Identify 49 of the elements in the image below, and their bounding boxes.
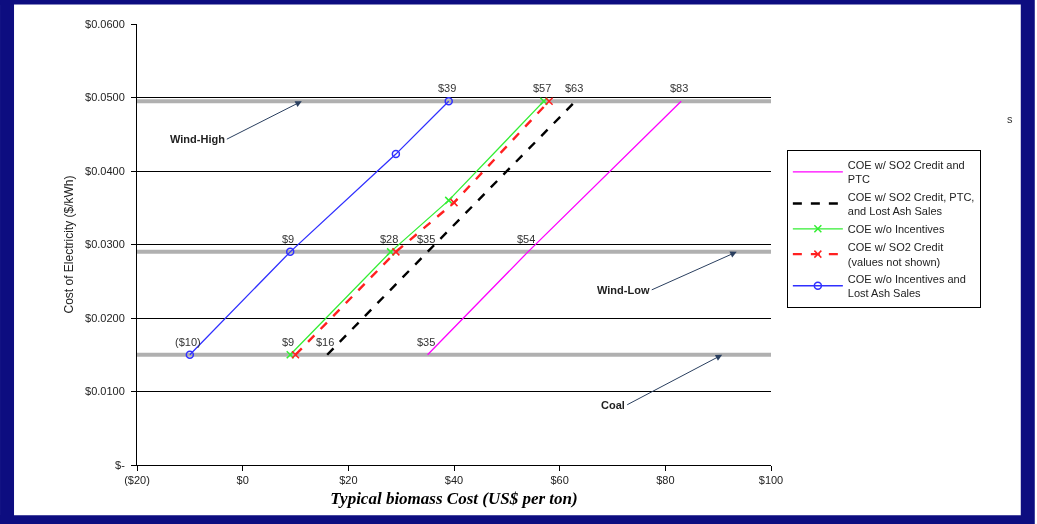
legend-label: COE w/o Incentives and Lost Ash Sales [847,272,966,300]
legend-label: COE w/ SO2 Credit, PTC, and Lost Ash Sales [847,190,975,217]
annotation: $16 [316,336,335,348]
annotation: $35 [417,336,436,348]
point [444,96,453,106]
annotation: $83 [670,82,689,94]
y-axis-title: Cost of Electricity ($/kWh) [62,175,77,314]
ref-line-label: Coal [601,399,625,411]
x-tick-label: $80 [656,474,675,487]
legend-label: COE w/ SO2 Credit and PTC [847,159,965,186]
legend-label: COE w/ SO2 Credit (values not shown) [847,241,944,268]
annotation: $57 [533,82,552,94]
annotation: $28 [380,233,399,245]
point [291,350,300,359]
annotation: $9 [282,233,295,245]
y-tick-label: $0.0200 [85,311,125,324]
point [544,96,554,106]
ref-line-label: Wind-High [170,133,226,145]
y-tick-label: $0.0500 [85,91,125,104]
point [185,350,195,359]
annotation: $39 [438,82,457,94]
text: s [1007,113,1013,125]
annotation: $54 [517,233,536,245]
point [539,96,549,106]
y-tick-label: $0.0300 [85,238,125,251]
y-tick-label: $- [115,458,126,471]
x-tick-label: $0 [236,474,249,487]
y-tick-label: $0.0400 [85,164,125,177]
x-tick-label: $20 [339,474,358,487]
x-tick-label: $100 [758,474,784,487]
annotation: $35 [417,233,436,245]
point [285,247,295,257]
legend-label: COE w/o Incentives [847,223,945,236]
point [444,196,453,205]
point [285,350,295,359]
point [386,247,395,257]
annotation: $9 [282,336,295,348]
x-tick-label: $40 [444,474,464,487]
point [449,198,459,207]
x-axis-title: Typical biomass Cost (US$ per ton) [330,488,578,508]
point [391,247,401,257]
x-tick-label: $60 [550,474,569,487]
annotation: $63 [565,82,584,94]
x-tick-label: ($20) [124,474,150,487]
point [391,149,401,159]
ref-line-label: Wind-Low [597,284,650,296]
annotation: ($10) [175,336,201,348]
y-tick-label: $0.0100 [85,385,125,398]
y-tick-label: $0.0600 [85,17,125,30]
